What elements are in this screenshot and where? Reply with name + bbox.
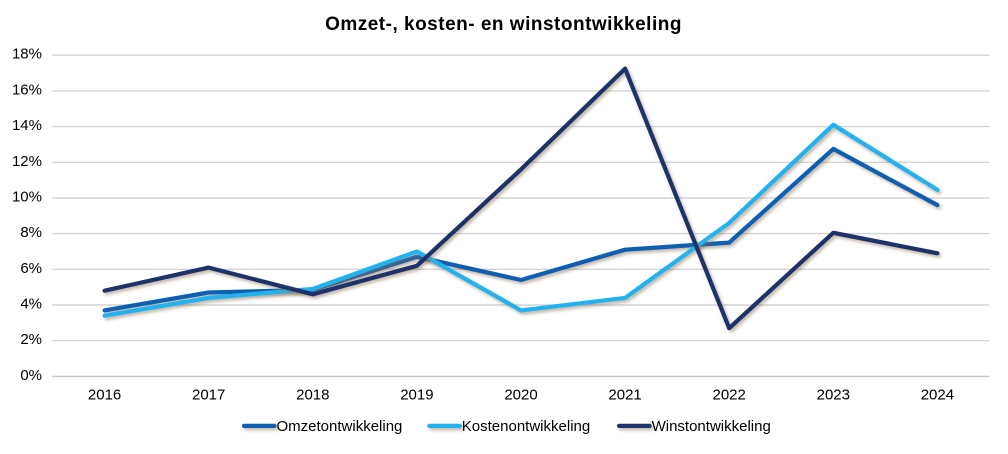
svg-text:Omzet-, kosten- en winstontwik: Omzet-, kosten- en winstontwikkeling	[325, 14, 682, 35]
svg-text:2016: 2016	[88, 387, 121, 404]
svg-text:0%: 0%	[20, 367, 42, 384]
svg-text:2019: 2019	[400, 387, 433, 404]
svg-text:Kostenontwikkeling: Kostenontwikkeling	[462, 418, 590, 435]
svg-text:2024: 2024	[921, 387, 954, 404]
svg-text:6%: 6%	[20, 260, 42, 277]
svg-text:2021: 2021	[608, 387, 641, 404]
svg-text:18%: 18%	[12, 46, 42, 63]
svg-text:14%: 14%	[12, 117, 42, 134]
svg-text:2023: 2023	[817, 387, 850, 404]
svg-text:16%: 16%	[12, 81, 42, 98]
svg-text:10%: 10%	[12, 189, 42, 206]
svg-text:2017: 2017	[192, 387, 225, 404]
svg-text:2018: 2018	[296, 387, 329, 404]
svg-text:Winstontwikkeling: Winstontwikkeling	[652, 418, 771, 435]
svg-text:2020: 2020	[504, 387, 537, 404]
svg-text:Omzetontwikkeling: Omzetontwikkeling	[277, 418, 403, 435]
svg-text:8%: 8%	[20, 224, 42, 241]
svg-text:2%: 2%	[20, 331, 42, 348]
svg-text:2022: 2022	[713, 387, 746, 404]
svg-text:12%: 12%	[12, 153, 42, 170]
svg-text:4%: 4%	[20, 296, 42, 313]
